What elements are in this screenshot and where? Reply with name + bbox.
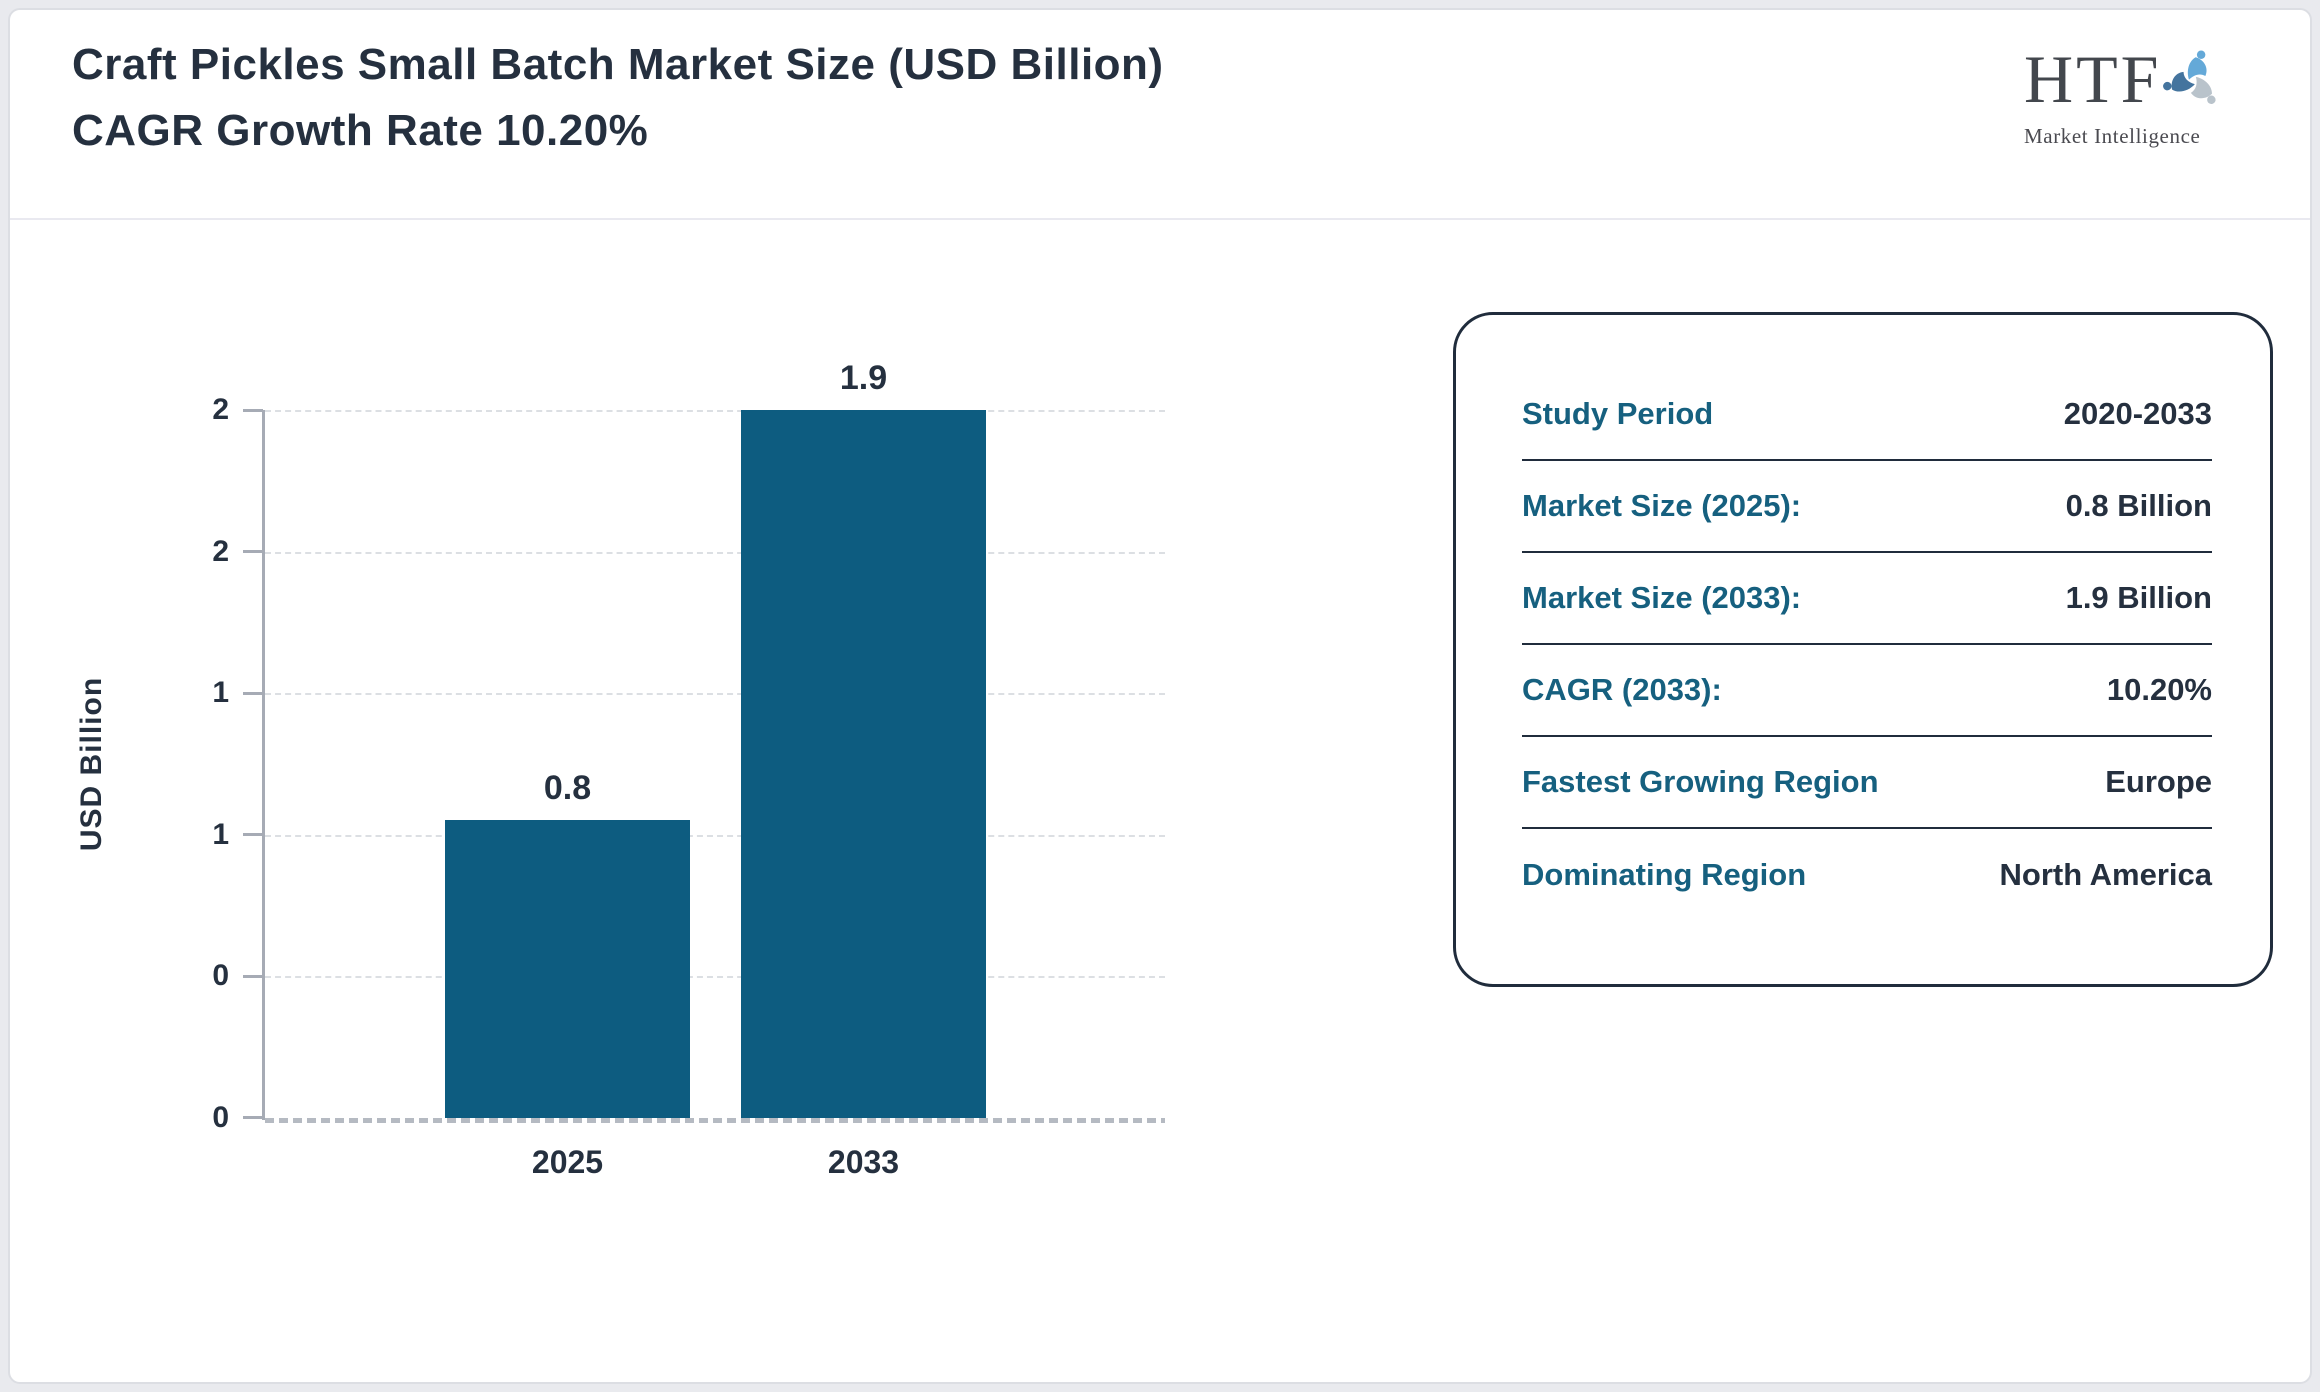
y-axis-title: USD Billion [75,676,108,852]
y-tick-mark [243,974,263,978]
gridline [265,834,1165,837]
header: Craft Pickles Small Batch Market Size (U… [10,10,2310,220]
y-tick-mark [243,833,263,837]
summary-value: 2020-2033 [2063,396,2212,431]
y-tick-mark [243,550,263,554]
report-card: Craft Pickles Small Batch Market Size (U… [8,8,2312,1384]
y-tick-label: 2 [212,534,229,568]
summary-row-market-size-2025: Market Size (2025): 0.8 Billion [1522,461,2212,553]
y-tick-label: 2 [212,393,229,426]
summary-row-dominating-region: Dominating Region North America [1522,829,2212,921]
summary-label: Dominating Region [1522,857,1807,892]
page-title: Craft Pickles Small Batch Market Size (U… [72,40,1164,155]
gridlines [265,410,1165,1123]
y-tick-mark [243,408,263,412]
bar-chart: USD Billion 2 2 1 1 0 0 0.8 1.9 [75,359,1165,1180]
summary-label: Study Period [1522,396,1714,431]
y-axis-spine [262,410,265,1120]
gridline [265,410,1165,412]
gridline [265,693,1165,696]
logo-abbr-text: HTF [2024,41,2162,117]
x-tick-label-2033: 2033 [827,1144,900,1180]
y-tick-label: 0 [212,959,229,993]
summary-label: CAGR (2033): [1522,672,1722,707]
summary-label: Market Size (2025): [1522,488,1802,523]
gridline [265,976,1165,979]
logo-tagline-text: Market Intelligence [2024,124,2201,148]
y-tick-label: 1 [212,817,229,851]
summary-value: 10.20% [2106,672,2212,707]
summary-row-cagr: CAGR (2033): 10.20% [1522,645,2212,737]
y-tick-mark [243,691,263,695]
bar-group-2033: 1.9 [741,359,986,1118]
summary-label: Market Size (2033): [1522,580,1802,615]
bar-value-label-2025: 0.8 [543,768,592,807]
bar-2033: 1.9 [741,359,986,1118]
summary-value: North America [1999,857,2212,892]
y-tick-mark [243,1116,263,1120]
summary-value: 1.9 Billion [2065,580,2212,615]
bar-2025: 0.8 [445,769,690,1118]
summary-value: Europe [2105,764,2212,799]
gridline [265,551,1165,554]
summary-row-fastest-growing-region: Fastest Growing Region Europe [1522,737,2212,829]
bar-group-2025: 0.8 [445,410,690,1118]
summary-row-market-size-2033: Market Size (2033): 1.9 Billion [1522,553,2212,645]
bar-value-label-2033: 1.9 [839,359,888,397]
summary-panel: Study Period 2020-2033 Market Size (2025… [1453,312,2273,987]
summary-row-study-period: Study Period 2020-2033 [1522,369,2212,461]
htf-logo: HTF [2024,36,2224,149]
x-tick-label-2025: 2025 [531,1144,604,1180]
x-axis-baseline [265,1117,1165,1123]
summary-label: Fastest Growing Region [1522,764,1879,799]
y-tick-label: 0 [212,1100,229,1134]
y-tick-label: 1 [212,676,229,710]
logo-swirl-icon [2163,50,2217,104]
y-axis-ticks: 2 2 1 1 0 0 [153,393,263,1134]
summary-value: 0.8 Billion [2065,488,2212,523]
